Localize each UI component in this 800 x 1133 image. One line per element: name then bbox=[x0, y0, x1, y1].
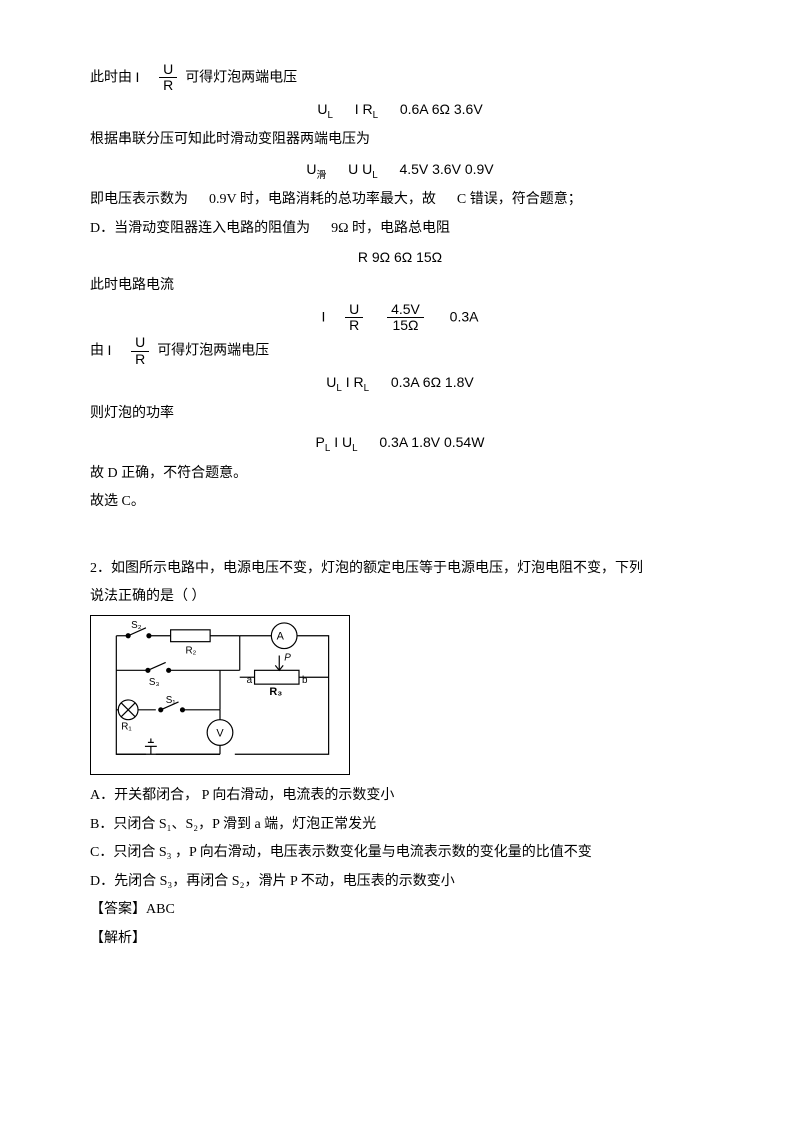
answer-value: ABC bbox=[146, 902, 175, 917]
equation: I U R 4.5V 15Ω 0.3A bbox=[90, 302, 710, 334]
answer-line: 【答案】ABC bbox=[90, 897, 710, 924]
text-line: 此时电路电流 bbox=[90, 273, 710, 300]
label-a-terminal: a bbox=[247, 675, 253, 686]
text-line: 故 D 正确，不符合题意。 bbox=[90, 461, 710, 488]
label-s1: S₁ bbox=[166, 695, 177, 706]
text-line: 故选 C。 bbox=[90, 489, 710, 516]
equation: U滑 U UL 4.5V 3.6V 0.9V bbox=[90, 156, 710, 185]
fraction: 4.5V 15Ω bbox=[387, 302, 424, 334]
option-b: B．只闭合 S₁、S₂，P 滑到 a 端，灯泡正常发光 bbox=[90, 812, 710, 839]
q2-stem: 2．如图所示电路中，电源电压不变，灯泡的额定电压等于电源电压，灯泡电阻不变，下列 bbox=[90, 556, 710, 583]
label-v: V bbox=[216, 727, 224, 739]
question-2: 2．如图所示电路中，电源电压不变，灯泡的额定电压等于电源电压，灯泡电阻不变，下列… bbox=[90, 556, 710, 953]
page-root: 此时由 I U R 可得灯泡两端电压 UL I RL 0.6A 6Ω 3.6V … bbox=[0, 0, 800, 1133]
text-line: 由 I U R 可得灯泡两端电压 bbox=[90, 335, 710, 367]
text-line: 此时由 I U R 可得灯泡两端电压 bbox=[90, 62, 710, 94]
text-line: 根据串联分压可知此时滑动变阻器两端电压为 bbox=[90, 127, 710, 154]
fraction: U R bbox=[345, 302, 363, 334]
option-a: A．开关都闭合， P 向右滑动，电流表的示数变小 bbox=[90, 783, 710, 810]
equation: UL I RL 0.6A 6Ω 3.6V bbox=[90, 96, 710, 125]
inline-frac: I U R bbox=[136, 69, 186, 85]
circuit-svg: S₂ R₂ A S₃ a b P R₃ R₁ S₁ V bbox=[91, 616, 349, 774]
fraction: U R bbox=[159, 62, 177, 94]
label-p: P bbox=[284, 652, 291, 663]
explain-label: 【解析】 bbox=[90, 926, 710, 953]
text-line: 即电压表示数为 0.9V 时，电路消耗的总功率最大，故 C 错误，符合题意； bbox=[90, 187, 710, 214]
label-a: A bbox=[277, 631, 285, 643]
answer-label: 【答案】 bbox=[90, 902, 146, 917]
equation: PL I UL 0.3A 1.8V 0.54W bbox=[90, 429, 710, 458]
option-d: D．先闭合 S₃，再闭合 S₂，滑片 P 不动，电压表的示数变小 bbox=[90, 869, 710, 896]
label-r1: R₁ bbox=[121, 721, 132, 732]
option-c: C．只闭合 S₃ ，P 向右滑动，电压表示数变化量与电流表示数的变化量的比值不变 bbox=[90, 840, 710, 867]
label-r2: R₂ bbox=[185, 645, 196, 656]
fraction: U R bbox=[131, 335, 149, 367]
equation: UL I RL 0.3A 6Ω 1.8V bbox=[90, 369, 710, 398]
inline-frac: I U R bbox=[108, 342, 158, 358]
label-s2: S₂ bbox=[131, 620, 142, 631]
label-b-terminal: b bbox=[302, 675, 308, 686]
equation: R 9Ω 6Ω 15Ω bbox=[90, 244, 710, 271]
label-r3: R₃ bbox=[269, 686, 282, 698]
circuit-diagram: S₂ R₂ A S₃ a b P R₃ R₁ S₁ V bbox=[90, 615, 350, 775]
text-line: D．当滑动变阻器连入电路的阻值为 9Ω 时，电路总电阻 bbox=[90, 216, 710, 243]
intro-tail: 可得灯泡两端电压 bbox=[185, 71, 297, 86]
label-s3: S₃ bbox=[149, 677, 160, 688]
intro-text: 此时由 bbox=[90, 71, 132, 86]
text-line: 则灯泡的功率 bbox=[90, 401, 710, 428]
q2-stem2: 说法正确的是（ ） bbox=[90, 584, 710, 611]
